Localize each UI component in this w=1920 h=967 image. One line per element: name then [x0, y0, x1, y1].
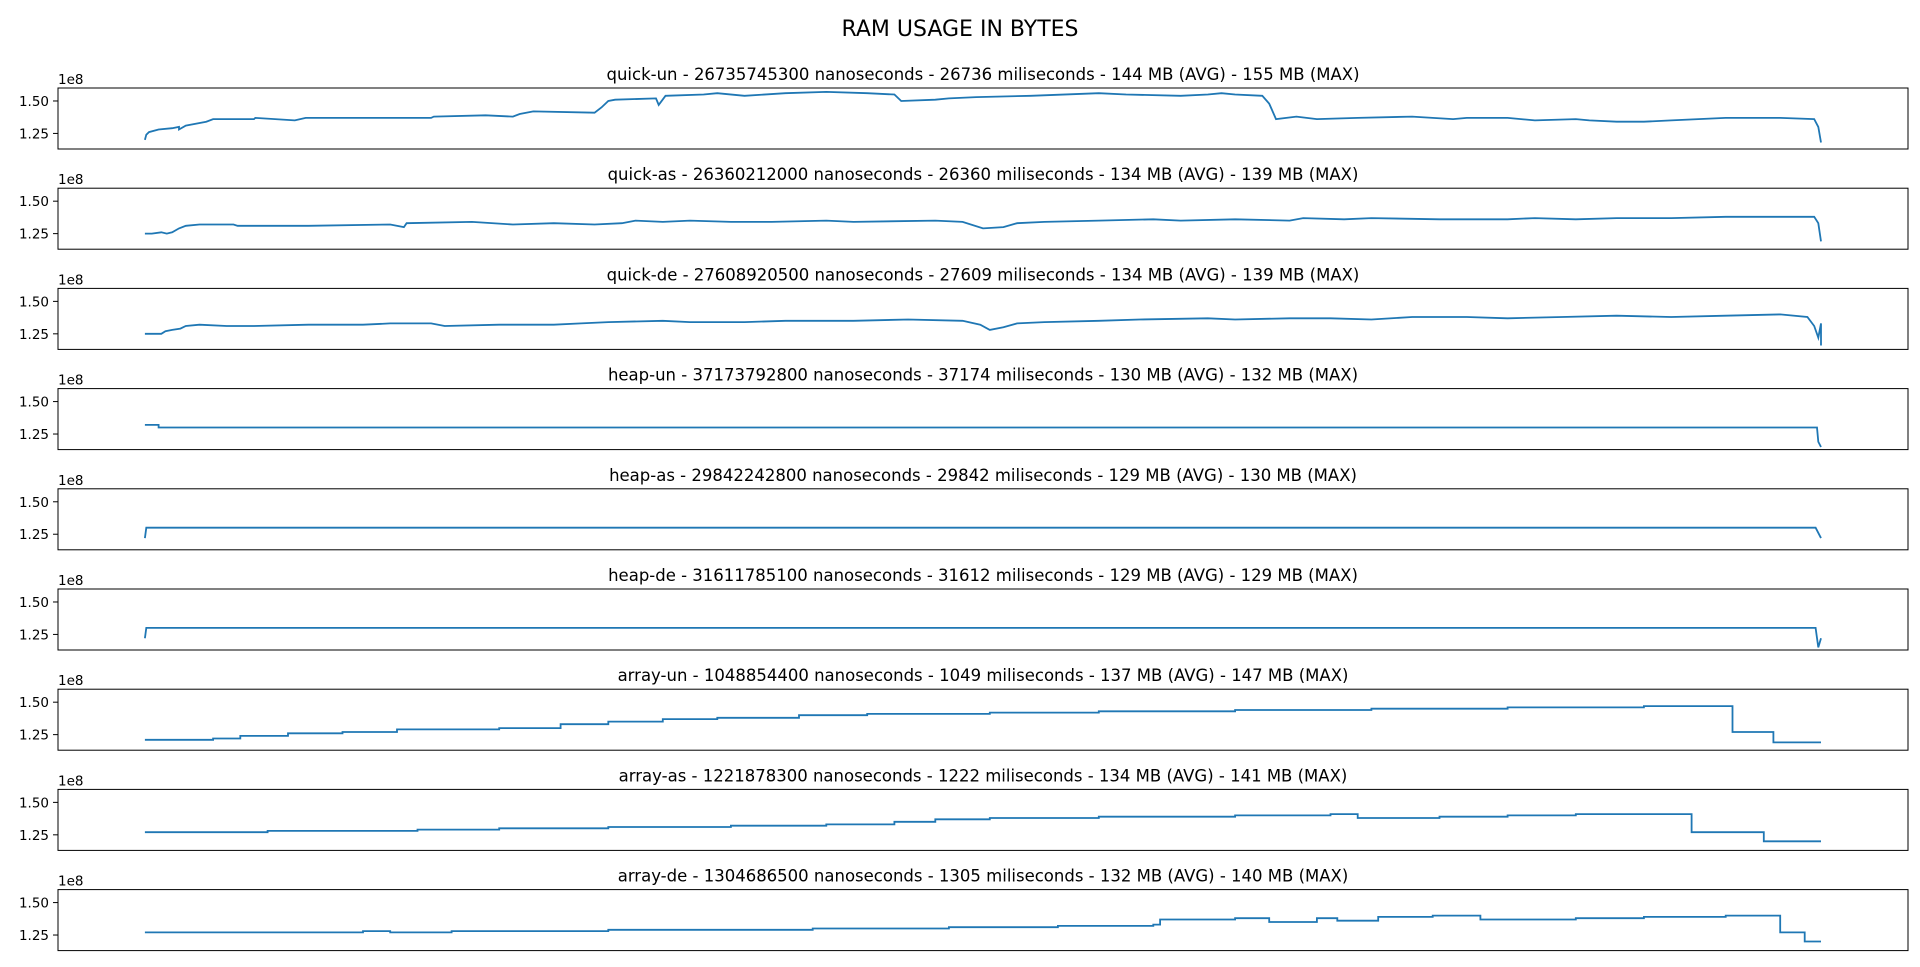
- series-line: [144, 627, 1822, 648]
- y-offset-label: 1e8: [58, 72, 83, 88]
- y-tick-label: 1.25: [19, 126, 49, 142]
- panel-title: quick-de - 27608920500 nanoseconds - 276…: [607, 265, 1360, 284]
- series-line: [144, 313, 1822, 346]
- panel-5: heap-de - 31611785100 nanoseconds - 3161…: [19, 566, 1909, 651]
- axes-frame: [57, 187, 1909, 250]
- panel-7: array-as - 1221878300 nanoseconds - 1222…: [19, 766, 1909, 851]
- axes-frame: [57, 588, 1909, 651]
- panel-title: heap-un - 37173792800 nanoseconds - 3717…: [608, 366, 1358, 385]
- y-tick-label: 1.25: [19, 427, 49, 443]
- y-offset-label: 1e8: [58, 172, 83, 188]
- y-tick-label: 1.50: [19, 495, 49, 511]
- y-tick-label: 1.25: [19, 627, 49, 643]
- series-line: [144, 705, 1821, 744]
- y-tick-label: 1.50: [19, 294, 49, 310]
- axes-frame: [57, 688, 1909, 751]
- y-tick-label: 1.50: [19, 395, 49, 411]
- axes-frame: [57, 488, 1909, 551]
- panels-group: quick-un - 26735745300 nanoseconds - 267…: [19, 65, 1909, 952]
- y-tick-label: 1.50: [19, 896, 49, 912]
- axes-frame: [57, 388, 1909, 451]
- y-offset-label: 1e8: [58, 272, 83, 288]
- y-offset-label: 1e8: [58, 373, 83, 389]
- y-tick-label: 1.25: [19, 527, 49, 543]
- panel-0: quick-un - 26735745300 nanoseconds - 267…: [19, 65, 1909, 150]
- panel-6: array-un - 1048854400 nanoseconds - 1049…: [19, 666, 1909, 751]
- panel-title: quick-as - 26360212000 nanoseconds - 263…: [608, 165, 1359, 184]
- y-tick-label: 1.25: [19, 928, 49, 944]
- panel-3: heap-un - 37173792800 nanoseconds - 3717…: [19, 366, 1909, 451]
- figure-title: RAM USAGE IN BYTES: [841, 17, 1078, 42]
- y-tick-label: 1.50: [19, 595, 49, 611]
- series-line: [144, 813, 1821, 843]
- panel-2: quick-de - 27608920500 nanoseconds - 276…: [19, 265, 1909, 350]
- y-offset-label: 1e8: [58, 773, 83, 789]
- panel-4: heap-as - 29842242800 nanoseconds - 2984…: [19, 466, 1909, 551]
- panel-title: heap-as - 29842242800 nanoseconds - 2984…: [609, 466, 1357, 485]
- y-offset-label: 1e8: [58, 573, 83, 589]
- series-line: [144, 215, 1822, 242]
- y-tick-label: 1.50: [19, 94, 49, 110]
- series-line: [144, 526, 1822, 539]
- panel-title: quick-un - 26735745300 nanoseconds - 267…: [606, 65, 1359, 84]
- y-tick-label: 1.50: [19, 795, 49, 811]
- panel-title: heap-de - 31611785100 nanoseconds - 3161…: [608, 566, 1358, 585]
- y-tick-label: 1.50: [19, 194, 49, 210]
- panel-title: array-as - 1221878300 nanoseconds - 1222…: [619, 766, 1348, 785]
- panel-1: quick-as - 26360212000 nanoseconds - 263…: [19, 165, 1909, 250]
- y-offset-label: 1e8: [58, 874, 83, 890]
- panel-8: array-de - 1304686500 nanoseconds - 1305…: [19, 867, 1909, 952]
- y-tick-label: 1.25: [19, 828, 49, 844]
- axes-frame: [57, 889, 1909, 952]
- y-tick-label: 1.25: [19, 327, 49, 343]
- y-tick-label: 1.25: [19, 227, 49, 243]
- axes-frame: [57, 287, 1909, 350]
- axes-frame: [57, 788, 1909, 851]
- series-line: [144, 424, 1822, 448]
- panel-title: array-un - 1048854400 nanoseconds - 1049…: [618, 666, 1349, 685]
- y-offset-label: 1e8: [58, 473, 83, 489]
- y-tick-label: 1.25: [19, 728, 49, 744]
- panel-title: array-de - 1304686500 nanoseconds - 1305…: [618, 867, 1349, 886]
- y-offset-label: 1e8: [58, 673, 83, 689]
- series-line: [144, 90, 1822, 143]
- y-tick-label: 1.50: [19, 695, 49, 711]
- series-line: [144, 914, 1821, 943]
- axes-frame: [57, 87, 1909, 150]
